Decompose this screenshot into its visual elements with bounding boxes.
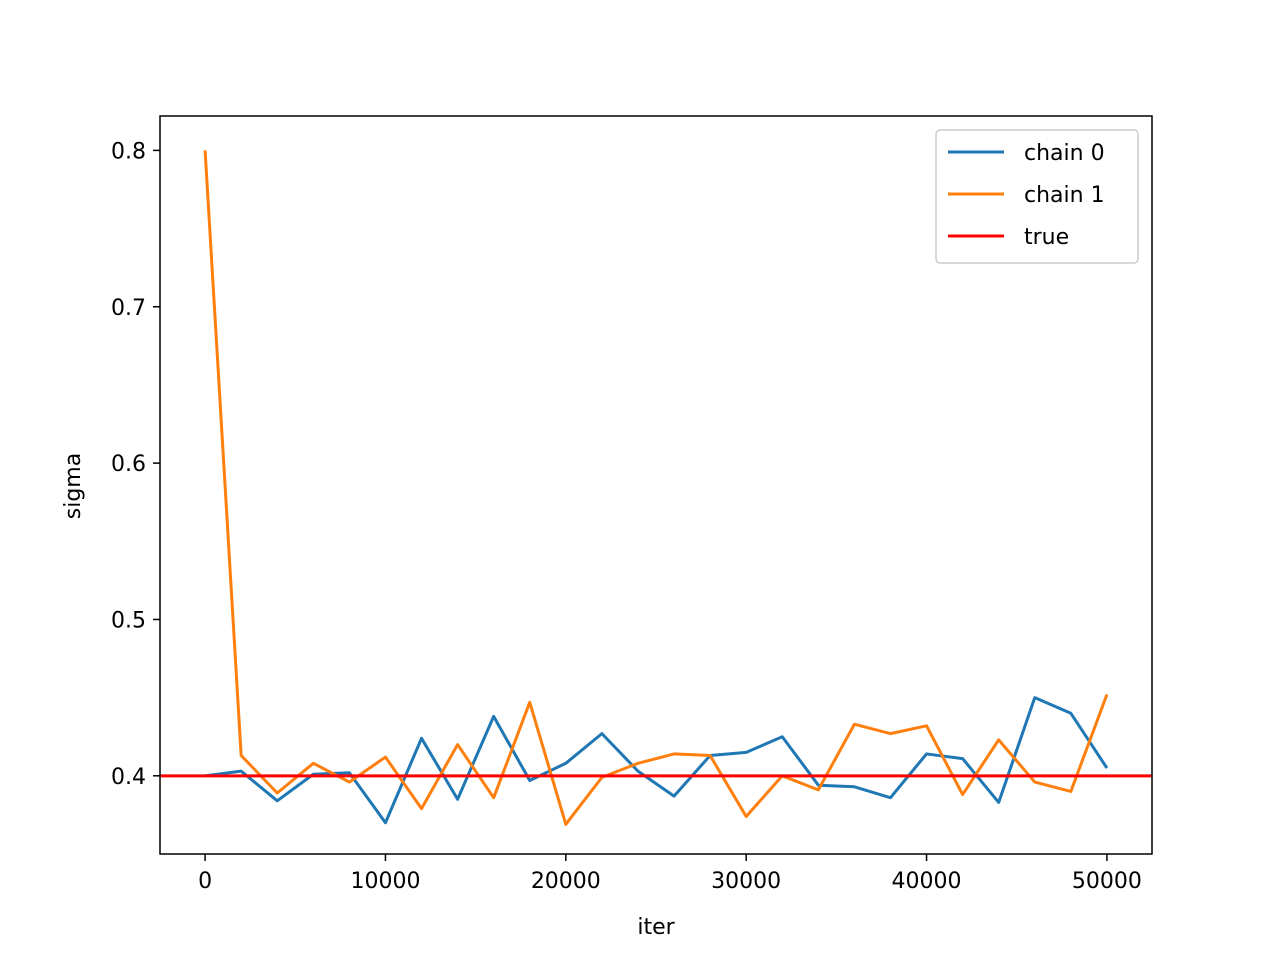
y-axis: 0.4 0.5 0.6 0.7 0.8 bbox=[111, 139, 160, 790]
x-axis-label: iter bbox=[637, 915, 675, 940]
x-tick-label: 40000 bbox=[892, 869, 962, 894]
y-tick-label: 0.4 bbox=[111, 765, 146, 790]
legend-label-chain-1: chain 1 bbox=[1024, 183, 1105, 208]
plot-area bbox=[160, 150, 1152, 826]
legend: chain 0 chain 1 true bbox=[935, 129, 1139, 264]
x-tick-label: 50000 bbox=[1072, 869, 1142, 894]
y-tick-label: 0.5 bbox=[111, 608, 146, 633]
x-tick-label: 0 bbox=[198, 869, 212, 894]
legend-label-true: true bbox=[1024, 225, 1069, 250]
x-tick-label: 10000 bbox=[350, 869, 420, 894]
series-line-chain-1 bbox=[203, 150, 1109, 826]
y-tick-label: 0.7 bbox=[111, 296, 146, 321]
x-tick-label: 20000 bbox=[531, 869, 601, 894]
y-axis-label: sigma bbox=[61, 453, 86, 519]
series-line-chain-0 bbox=[204, 696, 1109, 825]
x-axis: 0 10000 20000 30000 40000 50000 bbox=[198, 854, 1142, 894]
legend-box bbox=[935, 129, 1139, 264]
x-tick-label: 30000 bbox=[711, 869, 781, 894]
legend-label-chain-0: chain 0 bbox=[1024, 141, 1105, 166]
y-tick-label: 0.8 bbox=[111, 139, 146, 164]
axes-frame bbox=[159, 115, 1153, 855]
y-tick-label: 0.6 bbox=[111, 452, 146, 477]
